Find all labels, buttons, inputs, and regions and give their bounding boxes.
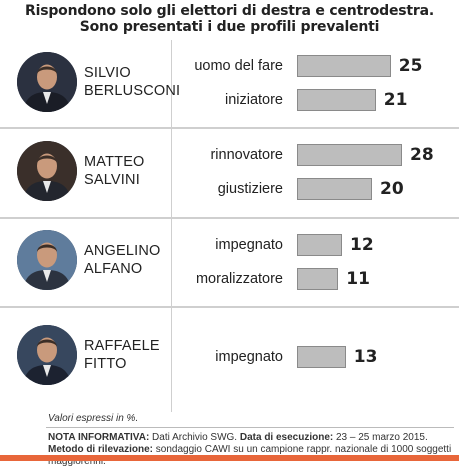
person-name-first: SILVIO bbox=[84, 65, 131, 81]
person-name-first: RAFFAELE bbox=[84, 338, 160, 354]
bar-value-label: 11 bbox=[346, 268, 370, 289]
person-name: MATTEO SALVINI bbox=[84, 153, 145, 189]
bar-value-label: 25 bbox=[398, 56, 423, 77]
person-name-last: FITTO bbox=[84, 356, 127, 372]
chart-title-line1: Rispondono solo gli elettori di destra e… bbox=[25, 3, 434, 19]
bar-label: iniziatore bbox=[224, 91, 283, 108]
nota-source: Dati Archivio SWG. bbox=[149, 432, 240, 443]
bar-label: uomo del fare bbox=[194, 58, 283, 75]
person-icon bbox=[17, 230, 77, 290]
portrait-avatar bbox=[17, 325, 77, 385]
bar-label: giustiziere bbox=[217, 181, 283, 198]
bar-value-label: 13 bbox=[353, 346, 378, 367]
person-icon bbox=[17, 141, 77, 201]
bar-label: moralizzatore bbox=[195, 270, 283, 287]
person-name-last: ALFANO bbox=[84, 261, 143, 277]
bar-label: impegnato bbox=[215, 348, 283, 365]
person-name-last: SALVINI bbox=[84, 172, 140, 188]
person-icon bbox=[17, 52, 77, 112]
person-name: ANGELINO ALFANO bbox=[84, 242, 161, 278]
column-divider bbox=[171, 40, 172, 412]
bar bbox=[297, 144, 402, 166]
bar bbox=[297, 55, 391, 78]
methodology-note: NOTA INFORMATIVA: Dati Archivio SWG. Dat… bbox=[48, 432, 454, 468]
accent-strip bbox=[0, 455, 459, 461]
person-name-first: ANGELINO bbox=[84, 243, 161, 259]
person-name: RAFFAELE FITTO bbox=[84, 337, 160, 373]
portrait-avatar bbox=[17, 52, 77, 112]
footer-divider bbox=[46, 427, 454, 428]
bar-value-label: 20 bbox=[380, 179, 404, 200]
portrait-avatar bbox=[17, 141, 77, 201]
portrait-avatar bbox=[17, 230, 77, 290]
exec-label: Data di esecuzione: bbox=[239, 432, 334, 443]
bar-label: rinnovatore bbox=[210, 147, 283, 163]
bar-value-label: 21 bbox=[383, 89, 408, 110]
bar-value-label: 28 bbox=[410, 145, 434, 165]
bar-value-label: 12 bbox=[350, 234, 374, 255]
unit-note: Valori espressi in %. bbox=[48, 413, 139, 424]
group-separator bbox=[0, 127, 459, 129]
person-name-last: BERLUSCONI bbox=[84, 83, 181, 99]
person-name: SILVIO BERLUSCONI bbox=[84, 64, 180, 100]
person-icon bbox=[17, 325, 77, 385]
person-name-first: MATTEO bbox=[84, 154, 145, 170]
exec-value: 23 – 25 marzo 2015. bbox=[333, 432, 428, 443]
chart-header: Rispondono solo gli elettori di destra e… bbox=[0, 0, 459, 40]
bar bbox=[297, 267, 339, 290]
bar bbox=[297, 178, 372, 201]
bar bbox=[297, 88, 376, 111]
bar bbox=[297, 233, 342, 256]
bar bbox=[297, 345, 346, 368]
chart-title-line2: Sono presentati i due profili prevalenti bbox=[79, 19, 380, 35]
bar-label: impegnato bbox=[215, 236, 283, 253]
method-label: Metodo di rilevazione: bbox=[48, 444, 154, 455]
nota-label: NOTA INFORMATIVA: bbox=[48, 432, 150, 443]
group-separator bbox=[0, 306, 459, 308]
group-separator bbox=[0, 217, 459, 219]
